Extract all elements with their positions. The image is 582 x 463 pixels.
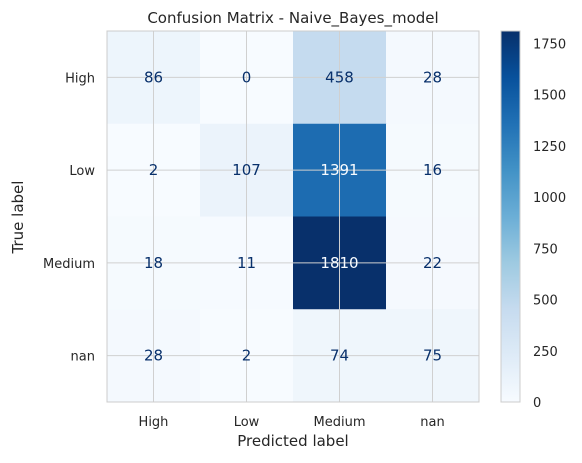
gridlines [107,31,479,402]
x-tick-labels: High Low Medium nan [139,415,445,430]
x-tick-label: Medium [314,415,366,430]
y-tick-labels: High Low Medium nan [43,71,95,364]
cell-value-label: 458 [325,68,354,86]
cell-value-label: 2 [149,161,159,179]
y-axis-label: True label [9,181,27,255]
cell-value-label: 75 [423,347,442,365]
colorbar-tick-label: 1000 [533,191,566,206]
colorbar-tick-label: 1500 [533,89,566,104]
cell-value-label: 1810 [320,254,358,272]
colorbar-tick-labels: 0 250 500 750 1000 1250 1500 1750 [533,37,566,411]
cell-value-label: 2 [242,347,252,365]
cell-value-label: 16 [423,161,442,179]
y-tick-label: nan [71,350,95,365]
cell-value-label: 86 [144,68,163,86]
cell-value-label: 74 [330,347,349,365]
colorbar [500,30,521,403]
plot-frame [106,30,480,403]
colorbar-tick-label: 0 [533,396,541,411]
x-tick-label: Low [234,415,260,430]
cell-value-label: 22 [423,254,442,272]
cell-value-label: 18 [144,254,163,272]
cell-value-label: 1391 [320,161,358,179]
colorbar-tick-label: 750 [533,242,558,257]
chart-title: Confusion Matrix - Naive_Bayes_model [147,9,438,28]
x-tick-label: nan [420,415,444,430]
cell-value-label: 107 [232,161,261,179]
x-tick-label: High [139,415,169,430]
y-tick-label: Low [69,164,95,179]
colorbar-tick-label: 1250 [533,140,566,155]
cell-value-labels: 86 0 458 28 2 107 1391 16 18 11 1810 22 28 2 74 75 [144,68,442,364]
colorbar-tick-label: 1750 [533,37,566,52]
y-tick-label: High [65,71,95,86]
cell-value-label: 28 [423,68,442,86]
colorbar-tick-label: 250 [533,345,558,360]
cell-value-label: 0 [242,68,252,86]
cell-value-label: 28 [144,347,163,365]
x-axis-label: Predicted label [237,432,348,450]
colorbar-tick-label: 500 [533,294,558,309]
cell-value-label: 11 [237,254,256,272]
y-tick-label: Medium [43,257,95,272]
